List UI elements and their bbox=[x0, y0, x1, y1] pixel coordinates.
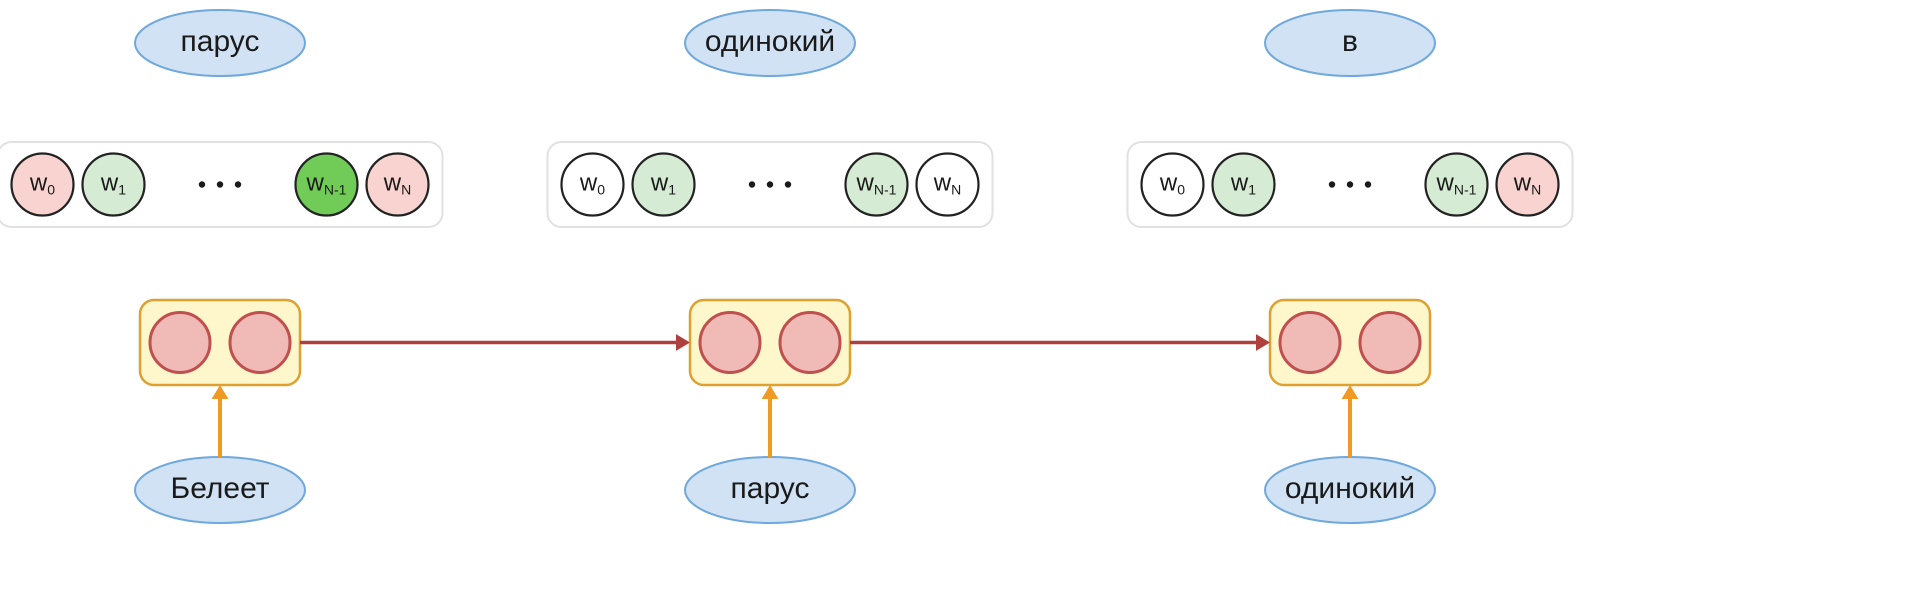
svg-text:в: в bbox=[1342, 25, 1358, 58]
svg-text:одинокий: одинокий bbox=[705, 25, 835, 58]
svg-text:парус: парус bbox=[181, 25, 260, 58]
svg-text:одинокий: одинокий bbox=[1285, 472, 1415, 505]
svg-text:Белеет: Белеет bbox=[171, 472, 270, 505]
svg-text:парус: парус bbox=[731, 472, 810, 505]
